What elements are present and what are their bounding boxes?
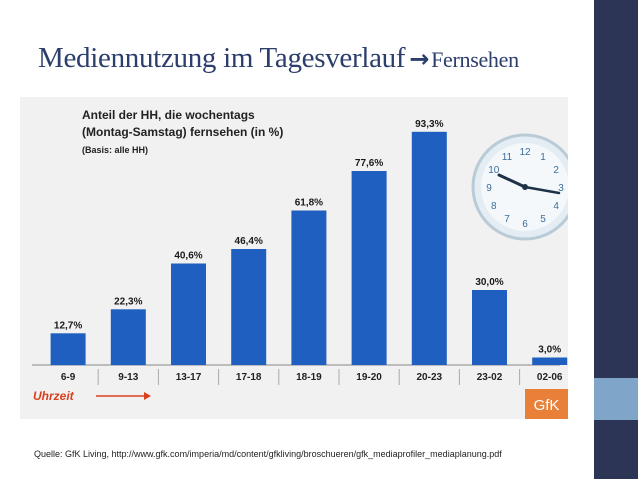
clock-numeral: 3 — [558, 183, 564, 194]
slide-title-main: Mediennutzung im Tagesverlauf — [38, 42, 406, 74]
bar — [532, 357, 568, 365]
x-tick-label: 23-02 — [477, 372, 503, 383]
bar-value-label: 22,3% — [114, 296, 142, 307]
slide-title-sub: Fernsehen — [431, 47, 519, 72]
chart-title-line: (Montag-Samstag) fernsehen (in %) — [82, 125, 283, 139]
clock-numeral: 7 — [504, 214, 510, 225]
chart-title-line: Anteil der HH, die wochentags — [82, 108, 255, 122]
bar-value-label: 3,0% — [538, 345, 561, 356]
bar-value-label: 30,0% — [475, 277, 503, 288]
x-tick-label: 6-9 — [61, 372, 76, 383]
bar-value-label: 40,6% — [174, 251, 202, 262]
bar — [472, 290, 507, 365]
clock-numeral: 4 — [553, 201, 559, 212]
x-tick-label: 19-20 — [356, 372, 382, 383]
clock-numeral: 11 — [502, 152, 513, 163]
clock-numeral: 2 — [553, 165, 559, 176]
arrow-icon-head — [144, 392, 151, 400]
bar-value-label: 77,6% — [355, 158, 383, 169]
bar — [171, 263, 206, 365]
slide-title: Mediennutzung im Tagesverlauf →Fernsehen — [38, 42, 519, 75]
bar — [50, 333, 86, 366]
bar-value-label: 46,4% — [235, 236, 263, 247]
bar-value-label: 93,3% — [415, 119, 443, 130]
x-tick-label: 17-18 — [236, 372, 262, 383]
chart-panel: Anteil der HH, die wochentags (Montag-Sam… — [20, 97, 568, 419]
bar — [291, 210, 327, 365]
bar — [411, 131, 447, 365]
gfk-logo — [525, 389, 568, 419]
clock-minute-hand — [523, 185, 561, 195]
bar — [351, 171, 387, 365]
bar — [231, 249, 267, 365]
clock-numeral: 6 — [522, 219, 528, 230]
clock-numeral: 8 — [491, 201, 497, 212]
clock-numeral: 5 — [540, 214, 546, 225]
chart-subtitle: (Basis: alle HH) — [82, 145, 148, 155]
bar-chart: Anteil der HH, die wochentags (Montag-Sam… — [32, 108, 568, 419]
clock-numeral: 10 — [488, 165, 500, 176]
bar-value-label: 61,8% — [295, 198, 323, 209]
x-tick-label: 9-13 — [118, 372, 138, 383]
bar — [110, 309, 146, 366]
clock-numeral: 12 — [519, 147, 531, 158]
x-tick-label: 20-23 — [417, 372, 443, 383]
source-citation: Quelle: GfK Living, http://www.gfk.com/i… — [34, 449, 502, 459]
gfk-logo-text: GfK — [534, 397, 560, 414]
x-tick-label: 02-06 — [537, 372, 563, 383]
x-axis-label: Uhrzeit — [33, 389, 75, 403]
clock-numeral: 1 — [540, 152, 546, 163]
bar-value-label: 12,7% — [54, 320, 82, 331]
clock-hour-hand — [497, 173, 527, 189]
x-tick-label: 18-19 — [296, 372, 322, 383]
clock-pivot — [522, 184, 528, 190]
clock-numeral: 9 — [486, 183, 492, 194]
right-arrow-icon: → — [409, 45, 430, 73]
slide-sidebar-accent — [594, 378, 638, 420]
x-tick-label: 13-17 — [176, 372, 202, 383]
